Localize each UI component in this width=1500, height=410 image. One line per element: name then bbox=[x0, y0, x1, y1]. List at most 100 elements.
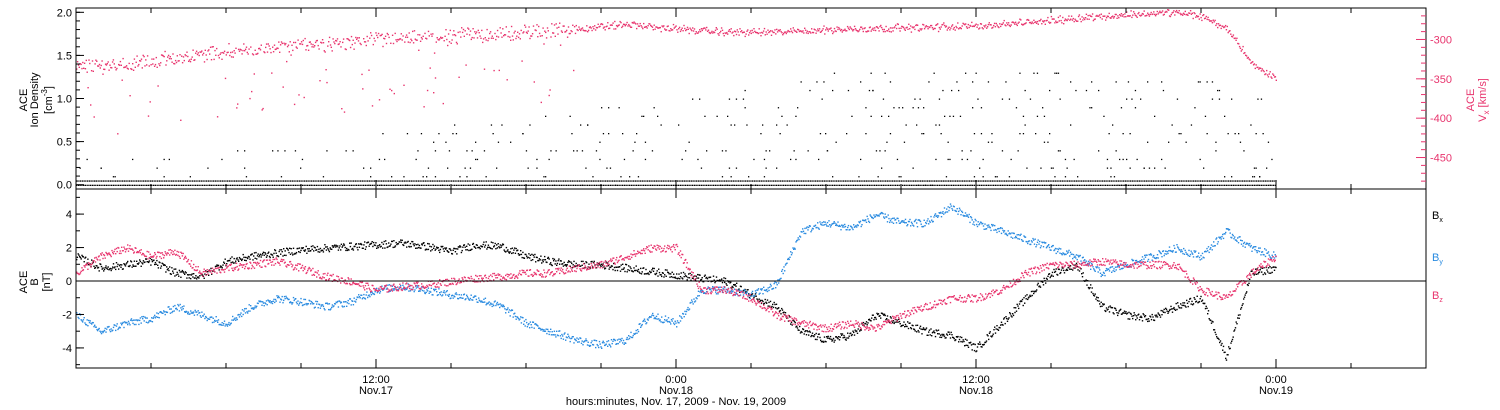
density-point bbox=[352, 184, 354, 186]
density-point bbox=[1106, 158, 1109, 161]
density-point bbox=[503, 180, 505, 182]
density-point bbox=[1131, 180, 1134, 182]
vx-point bbox=[1035, 21, 1037, 23]
vx-point bbox=[98, 63, 101, 66]
density-point bbox=[599, 141, 601, 143]
density-point bbox=[840, 184, 843, 186]
vx-point bbox=[573, 69, 575, 72]
bx-point bbox=[640, 273, 643, 275]
density-point bbox=[154, 184, 156, 186]
vx-point bbox=[420, 36, 423, 39]
by-point bbox=[91, 323, 93, 325]
bx-point bbox=[845, 339, 847, 341]
density-point bbox=[545, 184, 547, 186]
density-point bbox=[868, 184, 871, 186]
bx-point bbox=[1258, 271, 1261, 273]
bx-point bbox=[809, 331, 811, 333]
vx-point bbox=[1257, 66, 1259, 69]
density-point bbox=[1007, 184, 1009, 186]
bx-point bbox=[1183, 304, 1185, 307]
vx-point bbox=[1077, 15, 1080, 18]
density-point bbox=[1082, 184, 1084, 186]
vx-point bbox=[1226, 25, 1228, 28]
vx-point bbox=[845, 30, 847, 32]
bx-point bbox=[904, 323, 907, 326]
density-point bbox=[1238, 133, 1240, 135]
bx-point bbox=[310, 250, 312, 252]
density-point bbox=[622, 133, 624, 135]
density-point bbox=[484, 180, 486, 182]
density-point bbox=[1208, 180, 1211, 182]
density-point bbox=[434, 184, 437, 186]
density-point bbox=[249, 180, 252, 182]
vx-point bbox=[194, 59, 196, 61]
bx-point bbox=[1048, 273, 1050, 275]
density-point bbox=[626, 180, 628, 182]
bx-point bbox=[553, 260, 555, 262]
density-point bbox=[777, 184, 780, 186]
bx-point bbox=[585, 261, 587, 263]
vx-point bbox=[930, 24, 932, 27]
vx-point bbox=[146, 55, 149, 57]
density-point bbox=[996, 176, 998, 178]
vx-point bbox=[750, 32, 752, 35]
density-point bbox=[501, 184, 503, 186]
density-point bbox=[88, 184, 90, 186]
vx-point bbox=[1008, 24, 1011, 27]
vx-point bbox=[384, 38, 386, 40]
vx-point bbox=[1238, 43, 1240, 45]
density-point bbox=[1032, 180, 1034, 182]
vx-point bbox=[757, 32, 759, 35]
bx-point bbox=[467, 243, 469, 245]
bx-point bbox=[503, 249, 505, 251]
bx-point bbox=[412, 241, 414, 243]
bx-point bbox=[987, 335, 989, 337]
density-point bbox=[84, 184, 86, 186]
density-point bbox=[945, 176, 948, 178]
density-point bbox=[683, 180, 686, 182]
density-point bbox=[548, 184, 550, 186]
bx-point bbox=[1206, 307, 1208, 309]
density-point bbox=[550, 184, 552, 186]
density-point bbox=[1026, 167, 1028, 169]
vx-point bbox=[776, 28, 778, 31]
vx-point bbox=[1193, 12, 1195, 14]
vx-point bbox=[986, 27, 988, 29]
vx-point bbox=[699, 30, 702, 33]
vx-point bbox=[442, 102, 444, 105]
bx-point bbox=[538, 258, 541, 260]
density-point bbox=[949, 115, 951, 117]
bx-point bbox=[500, 246, 502, 248]
vx-point bbox=[605, 26, 607, 28]
vx-point bbox=[167, 54, 170, 57]
vx-point bbox=[874, 27, 876, 29]
bx-point bbox=[1039, 286, 1042, 288]
density-point bbox=[1144, 180, 1146, 182]
vx-point bbox=[335, 40, 338, 42]
bx-point bbox=[598, 263, 601, 265]
vx-point bbox=[802, 30, 804, 32]
density-point bbox=[1046, 180, 1048, 182]
density-point bbox=[578, 180, 581, 182]
bx-point bbox=[511, 247, 514, 249]
vx-point bbox=[376, 34, 378, 37]
density-point bbox=[800, 81, 802, 83]
vx-point bbox=[267, 43, 269, 45]
vx-point bbox=[184, 54, 186, 56]
vx-point bbox=[294, 41, 297, 44]
vx-point bbox=[280, 41, 283, 43]
bx-point bbox=[319, 247, 322, 250]
vx-point bbox=[851, 28, 853, 31]
vx-point bbox=[880, 24, 882, 27]
density-point bbox=[347, 184, 349, 186]
bx-point bbox=[505, 246, 508, 249]
density-point bbox=[535, 180, 537, 182]
by-point bbox=[115, 325, 118, 327]
bx-point bbox=[430, 246, 433, 248]
bx-point bbox=[337, 249, 340, 251]
density-point bbox=[1039, 180, 1041, 182]
vx-point bbox=[874, 29, 877, 32]
vx-point bbox=[167, 56, 169, 58]
density-point bbox=[846, 180, 848, 182]
vx-point bbox=[582, 29, 584, 31]
